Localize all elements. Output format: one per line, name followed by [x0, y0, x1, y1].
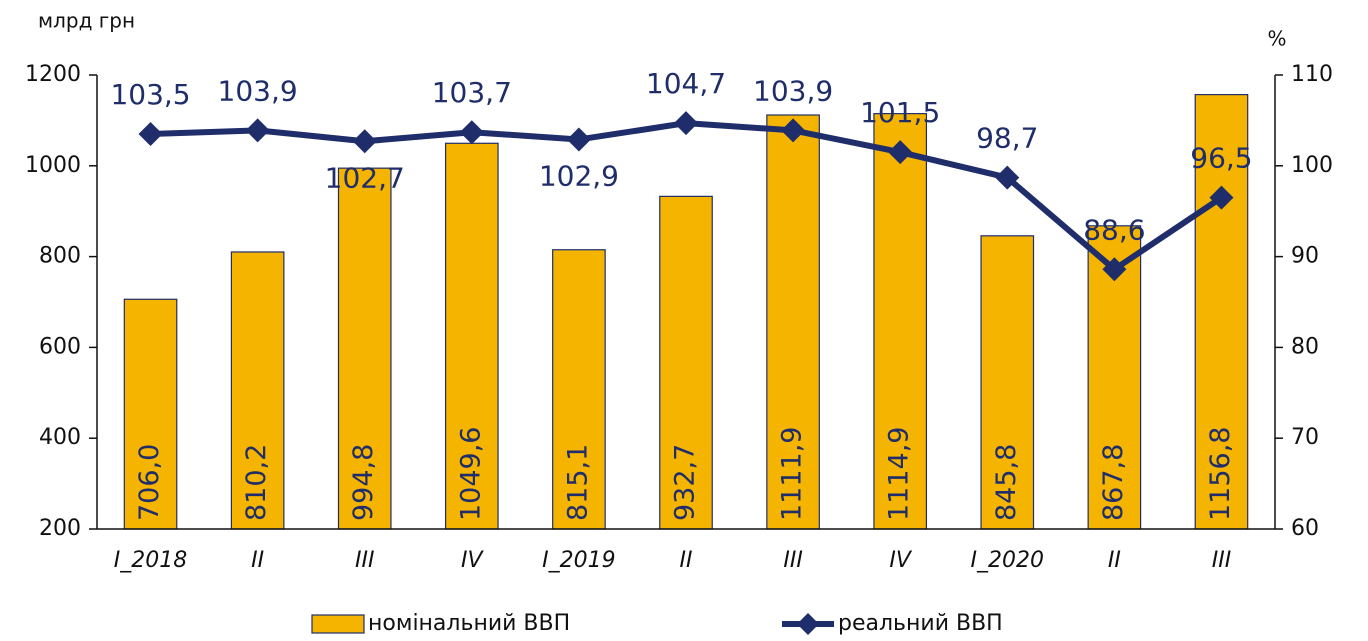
legend-label: реальний ВВП	[838, 611, 1003, 636]
y-tick-label: 400	[39, 425, 81, 450]
y2-tick-label: 110	[1291, 62, 1333, 87]
x-tick-label: II	[251, 548, 264, 573]
y2-tick-label: 100	[1291, 153, 1333, 178]
marker	[566, 127, 591, 152]
x-tick-label: II	[680, 548, 693, 573]
y-tick-label: 600	[39, 334, 81, 359]
marker	[1102, 257, 1127, 282]
bar-value-label: 994,8	[348, 444, 379, 521]
legend-marker	[797, 613, 819, 635]
line-value-label: 102,9	[539, 159, 619, 192]
line-value-label: 101,5	[860, 96, 940, 129]
bar-value-label: 845,8	[991, 444, 1022, 521]
y2-tick-label: 60	[1291, 516, 1319, 541]
bar-value-label: 815,1	[562, 444, 593, 521]
bar	[123, 298, 178, 530]
y-tick-label: 1200	[25, 62, 81, 87]
x-tick-label: III	[355, 548, 374, 573]
line-value-label: 103,5	[110, 78, 190, 111]
bar-value-label: 706,0	[134, 444, 165, 521]
y2-tick-label: 80	[1291, 334, 1319, 359]
marker	[1209, 185, 1234, 210]
bar	[980, 235, 1035, 530]
bar-value-label: 1049,6	[455, 427, 486, 521]
x-tick-label: II	[1108, 548, 1121, 573]
line-value-label: 103,9	[218, 74, 298, 107]
y-tick-label: 1000	[25, 153, 81, 178]
x-tick-label: IV	[461, 548, 484, 573]
line-value-label: 88,6	[1083, 213, 1145, 246]
x-tick-label: I_2018	[114, 548, 187, 573]
x-tick-label: III	[783, 548, 802, 573]
line-value-label: 96,5	[1190, 142, 1252, 175]
x-tick-label: IV	[889, 548, 912, 573]
line-value-label: 104,7	[646, 67, 726, 100]
x-tick-label: III	[1212, 548, 1231, 573]
bar	[1194, 94, 1249, 530]
marker	[674, 111, 698, 136]
marker	[888, 140, 913, 165]
marker	[352, 129, 377, 154]
bar-value-label: 1111,9	[777, 427, 808, 521]
marker	[781, 118, 806, 143]
marker	[245, 118, 270, 143]
legend-label: номінальний ВВП	[368, 611, 570, 636]
bar-value-label: 1156,8	[1205, 427, 1236, 521]
bar	[337, 167, 392, 530]
line-value-label: 98,7	[976, 122, 1038, 155]
bar-value-label: 932,7	[670, 444, 701, 521]
bar	[873, 113, 928, 530]
x-tick-label: I_2019	[542, 548, 615, 573]
bar	[766, 114, 820, 530]
bar-value-label: 810,2	[241, 444, 272, 521]
bar	[230, 251, 285, 530]
y-tick-label: 200	[39, 516, 81, 541]
x-tick-label: I_2020	[971, 548, 1044, 573]
bar-value-label: 1114,9	[884, 427, 915, 521]
legend-swatch	[311, 614, 365, 634]
marker	[138, 122, 163, 147]
bar-value-label: 867,8	[1098, 444, 1129, 521]
y-tick-label: 800	[39, 244, 81, 269]
marker	[995, 165, 1020, 190]
marker	[459, 120, 484, 145]
line-value-label: 102,7	[325, 161, 405, 194]
y2-tick-label: 90	[1291, 244, 1319, 269]
line-value-label: 103,9	[753, 74, 833, 107]
line-value-label: 103,7	[432, 76, 512, 109]
y2-axis-title: %	[1267, 27, 1286, 51]
y-axis-title: млрд грн	[38, 9, 135, 33]
y2-tick-label: 70	[1291, 425, 1319, 450]
